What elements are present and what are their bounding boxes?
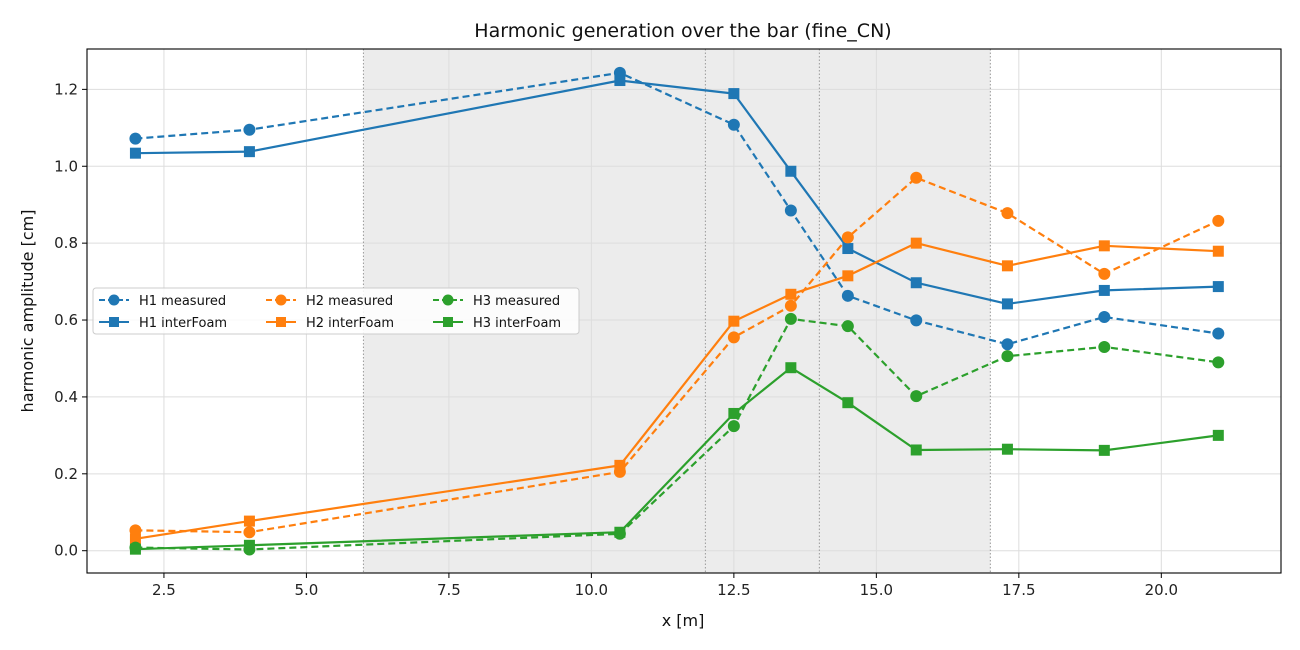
series-1-point-0 (129, 147, 141, 159)
series-0-point-5 (841, 289, 854, 302)
series-5-point-2 (614, 526, 626, 538)
y-tick-label-5: 1.0 (54, 157, 78, 175)
series-1-point-7 (1001, 298, 1013, 310)
series-1-point-4 (785, 165, 797, 177)
series-4-point-8 (1098, 340, 1111, 353)
series-4-point-5 (841, 320, 854, 333)
series-2-point-7 (1001, 207, 1014, 220)
series-1-point-1 (243, 146, 255, 158)
series-5-point-7 (1001, 443, 1013, 455)
series-2-point-5 (841, 231, 854, 244)
series-3-point-8 (1098, 240, 1110, 252)
x-tick-label-6: 17.5 (1002, 581, 1035, 599)
series-3-point-1 (243, 515, 255, 527)
series-5-point-1 (243, 539, 255, 551)
series-0-point-3 (727, 118, 740, 131)
series-0-point-9 (1212, 327, 1225, 340)
series-line-0 (135, 71, 1219, 346)
legend-marker-2 (275, 294, 287, 306)
series-1-point-3 (728, 88, 740, 100)
series-3-point-6 (910, 237, 922, 249)
series-2-point-9 (1212, 214, 1225, 227)
series-4-point-9 (1212, 356, 1225, 369)
x-axis-label: x [m] (662, 611, 705, 630)
series-line-4 (135, 317, 1219, 551)
chart-title: Harmonic generation over the bar (fine_C… (474, 20, 891, 42)
series-2-point-6 (910, 171, 923, 184)
y-axis-label: harmonic amplitude [cm] (18, 210, 37, 413)
series-5-point-4 (785, 362, 797, 374)
y-tick-label-2: 0.4 (54, 388, 78, 406)
series-0-point-8 (1098, 310, 1111, 323)
series-2-point-4 (784, 299, 797, 312)
legend-marker-1 (109, 317, 119, 327)
series-3-point-2 (614, 459, 626, 471)
series-5-point-0 (129, 543, 141, 555)
series-line-2 (135, 176, 1219, 534)
y-tick-label-1: 0.2 (54, 465, 78, 483)
series-line-3 (135, 242, 1219, 540)
series-5-point-9 (1212, 429, 1224, 441)
series-2-point-3 (727, 331, 740, 344)
series-1-point-5 (842, 243, 854, 255)
legend: H1 measured H1 interFoam H2 measured H2 int… (92, 287, 580, 335)
axes-frame (86, 48, 1282, 574)
legend-entry-1: H1 interFoam (139, 316, 227, 331)
series-1-point-9 (1212, 281, 1224, 293)
series-4-point-7 (1001, 350, 1014, 363)
series-5-point-8 (1098, 444, 1110, 456)
series-1-point-6 (910, 277, 922, 289)
series-4-point-4 (784, 312, 797, 325)
series-3-point-0 (129, 533, 141, 545)
series-0-point-6 (910, 314, 923, 327)
y-tick-label-3: 0.6 (54, 311, 78, 329)
legend-entry-2: H2 measured (306, 294, 393, 309)
series-5-point-6 (910, 444, 922, 456)
series-3-point-3 (728, 315, 740, 327)
legend-entry-3: H2 interFoam (306, 316, 394, 331)
legend-marker-5 (443, 317, 453, 327)
series-0-point-4 (784, 204, 797, 217)
legend-entry-0: H1 measured (139, 294, 226, 309)
x-tick-label-0: 2.5 (152, 581, 176, 599)
legend-entry-4: H3 measured (473, 294, 560, 309)
series-1-point-2 (614, 75, 626, 87)
series-5-point-5 (842, 397, 854, 409)
y-tick-label-0: 0.0 (54, 542, 78, 560)
x-tick-label-7: 20.0 (1145, 581, 1178, 599)
series-line-1 (135, 79, 1219, 305)
series-3-point-9 (1212, 245, 1224, 257)
series-2-point-8 (1098, 267, 1111, 280)
legend-entry-5: H3 interFoam (473, 316, 561, 331)
series-3-point-7 (1001, 260, 1013, 272)
legend-marker-4 (442, 294, 454, 306)
series-3-point-4 (785, 288, 797, 300)
series-1-point-8 (1098, 284, 1110, 296)
x-tick-label-4: 12.5 (717, 581, 750, 599)
legend-marker-0 (108, 294, 120, 306)
series-line-5 (135, 366, 1219, 551)
legend-marker-3 (276, 317, 286, 327)
series-2-point-1 (243, 526, 256, 539)
x-tick-label-5: 15.0 (860, 581, 893, 599)
series-0-point-7 (1001, 338, 1014, 351)
series-3-point-5 (842, 270, 854, 282)
series-5-point-3 (728, 407, 740, 419)
y-tick-label-4: 0.8 (54, 234, 78, 252)
x-tick-label-2: 7.5 (437, 581, 461, 599)
series-4-point-3 (727, 420, 740, 433)
y-tick-label-6: 1.2 (54, 80, 78, 98)
series-0-point-0 (129, 132, 142, 145)
x-tick-label-1: 5.0 (294, 581, 318, 599)
series-0-point-1 (243, 123, 256, 136)
x-tick-label-3: 10.0 (575, 581, 608, 599)
series-4-point-6 (910, 390, 923, 403)
